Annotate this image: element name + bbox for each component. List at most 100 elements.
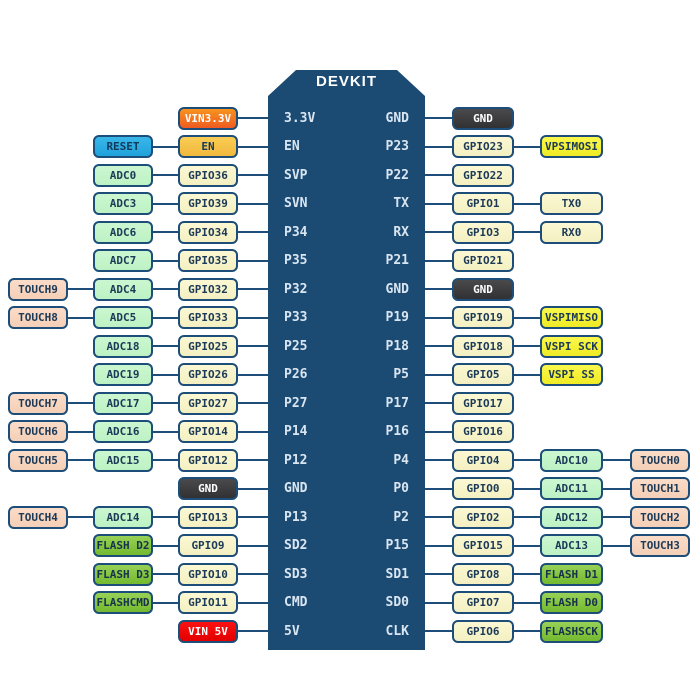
- pin-box-gpio15: GPIO15: [452, 534, 514, 557]
- connector-line: [68, 459, 93, 461]
- connector-line: [238, 431, 268, 433]
- pin-box-adc5: ADC5: [93, 306, 153, 329]
- board-pin-right-p17: P17: [385, 396, 409, 411]
- board-pin-right-gnd: GND: [385, 282, 409, 297]
- pin-box-touch5: TOUCH5: [8, 449, 68, 472]
- connector-line: [153, 459, 178, 461]
- board-pin-left-gnd: GND: [284, 481, 308, 496]
- board-pin-right-p4: P4: [393, 453, 409, 468]
- pin-box-gnd: GND: [452, 278, 514, 301]
- connector-line: [425, 602, 452, 604]
- connector-line: [153, 317, 178, 319]
- connector-line: [425, 174, 452, 176]
- board-pin-right-p2: P2: [393, 510, 409, 525]
- board-pin-right-p18: P18: [385, 339, 409, 354]
- connector-line: [238, 260, 268, 262]
- pin-box-gpio34: GPIO34: [178, 221, 238, 244]
- connector-line: [238, 573, 268, 575]
- connector-line: [425, 573, 452, 575]
- pin-box-gpio7: GPIO7: [452, 591, 514, 614]
- board-pin-left-p12: P12: [284, 453, 308, 468]
- connector-line: [153, 516, 178, 518]
- connector-line: [425, 516, 452, 518]
- connector-line: [238, 117, 268, 119]
- connector-line: [153, 345, 178, 347]
- connector-line: [425, 402, 452, 404]
- connector-line: [514, 602, 540, 604]
- pin-box-vspi-ss: VSPI SS: [540, 363, 603, 386]
- pin-box-flash-d1: FLASH D1: [540, 563, 603, 586]
- connector-line: [153, 288, 178, 290]
- connector-line: [153, 174, 178, 176]
- connector-line: [425, 231, 452, 233]
- connector-line: [425, 203, 452, 205]
- connector-line: [153, 545, 178, 547]
- board-pin-left-en: EN: [284, 139, 300, 154]
- pin-box-touch8: TOUCH8: [8, 306, 68, 329]
- connector-line: [238, 402, 268, 404]
- pin-box-adc3: ADC3: [93, 192, 153, 215]
- pin-box-vspi-sck: VSPI SCK: [540, 335, 603, 358]
- board-pin-left-p35: P35: [284, 253, 308, 268]
- connector-line: [153, 231, 178, 233]
- connector-line: [238, 516, 268, 518]
- pin-box-gpio2: GPIO2: [452, 506, 514, 529]
- devkit-board: [268, 70, 425, 650]
- pin-box-touch3: TOUCH3: [630, 534, 690, 557]
- pin-box-gpio16: GPIO16: [452, 420, 514, 443]
- board-pin-left-p33: P33: [284, 310, 308, 325]
- pin-box-gpio3: GPIO3: [452, 221, 514, 244]
- pin-box-gpio12: GPIO12: [178, 449, 238, 472]
- connector-line: [238, 630, 268, 632]
- pin-box-touch2: TOUCH2: [630, 506, 690, 529]
- pin-box-gpio8: GPIO8: [452, 563, 514, 586]
- board-pin-right-tx: TX: [393, 196, 409, 211]
- connector-line: [425, 431, 452, 433]
- pin-box-vpsimosi: VPSIMOSI: [540, 135, 603, 158]
- connector-line: [153, 374, 178, 376]
- pin-box-gpio0: GPIO0: [452, 477, 514, 500]
- connector-line: [238, 174, 268, 176]
- board-pin-left-3-3v: 3.3V: [284, 111, 316, 126]
- board-pin-right-sd0: SD0: [385, 595, 409, 610]
- connector-line: [238, 146, 268, 148]
- connector-line: [425, 459, 452, 461]
- pin-box-gpio1: GPIO1: [452, 192, 514, 215]
- connector-line: [514, 146, 540, 148]
- connector-line: [514, 345, 540, 347]
- board-pin-left-p34: P34: [284, 225, 308, 240]
- board-pin-right-p15: P15: [385, 538, 409, 553]
- pin-box-adc0: ADC0: [93, 164, 153, 187]
- connector-line: [238, 545, 268, 547]
- pin-box-gpio4: GPIO4: [452, 449, 514, 472]
- connector-line: [514, 545, 540, 547]
- pin-box-gpio11: GPIO11: [178, 591, 238, 614]
- pin-box-adc18: ADC18: [93, 335, 153, 358]
- board-pin-left-sd2: SD2: [284, 538, 308, 553]
- pin-box-touch9: TOUCH9: [8, 278, 68, 301]
- pin-box-flashsck: FLASHSCK: [540, 620, 603, 643]
- board-pin-right-p19: P19: [385, 310, 409, 325]
- pin-box-gpio33: GPIO33: [178, 306, 238, 329]
- pin-box-vin-5v: VIN 5V: [178, 620, 238, 643]
- connector-line: [603, 459, 630, 461]
- connector-line: [153, 602, 178, 604]
- pin-box-adc4: ADC4: [93, 278, 153, 301]
- pin-box-flash-d0: FLASH D0: [540, 591, 603, 614]
- board-pin-right-rx: RX: [393, 225, 409, 240]
- board-pin-right-gnd: GND: [385, 111, 409, 126]
- connector-line: [425, 260, 452, 262]
- board-pin-right-p5: P5: [393, 367, 409, 382]
- connector-line: [68, 431, 93, 433]
- pin-box-tx0: TX0: [540, 192, 603, 215]
- connector-line: [425, 288, 452, 290]
- connector-line: [68, 516, 93, 518]
- connector-line: [153, 431, 178, 433]
- connector-line: [238, 488, 268, 490]
- connector-line: [425, 117, 452, 119]
- pin-box-touch4: TOUCH4: [8, 506, 68, 529]
- connector-line: [425, 146, 452, 148]
- board-pin-left-5v: 5V: [284, 624, 300, 639]
- pin-box-touch1: TOUCH1: [630, 477, 690, 500]
- connector-line: [603, 488, 630, 490]
